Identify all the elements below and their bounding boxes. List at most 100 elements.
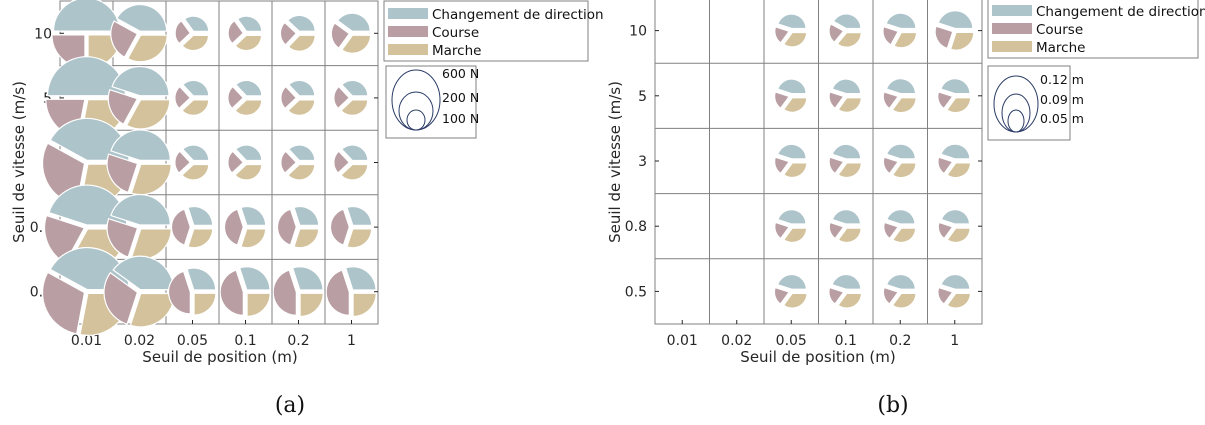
pie-slice-course xyxy=(937,286,954,305)
pie-chart xyxy=(106,129,172,196)
pie-slice-course xyxy=(882,156,900,175)
pie-chart xyxy=(280,79,316,116)
pie-slice-course xyxy=(937,91,954,110)
pie-slice-changement xyxy=(293,205,320,226)
legend-swatch xyxy=(388,44,428,55)
pie-slice-changement xyxy=(937,10,974,30)
pie-slice-changement xyxy=(181,144,210,162)
pie-slice-course xyxy=(174,150,192,174)
pie-chart xyxy=(276,205,320,249)
legend-swatch xyxy=(388,8,428,19)
pie-slice-course xyxy=(828,286,845,305)
pie-slice-marche xyxy=(891,292,917,309)
pie-slice-changement xyxy=(240,205,267,226)
pie-slice-changement xyxy=(940,78,971,95)
pie-slice-changement xyxy=(777,78,807,95)
pie-chart xyxy=(106,193,172,260)
size-ring xyxy=(406,109,426,131)
x-tick-label: 1 xyxy=(347,333,356,349)
pie-chart xyxy=(774,13,808,48)
pie-chart xyxy=(882,143,917,179)
pie-slice-course xyxy=(882,286,900,305)
legend: Changement de direction Course Marche xyxy=(987,0,1205,59)
pie-slice-marche xyxy=(346,228,373,249)
pie-slice-changement xyxy=(238,266,271,291)
pie-slice-course xyxy=(280,150,298,174)
pie-slice-changement xyxy=(344,266,377,291)
pie-slice-course xyxy=(882,91,900,110)
pie-chart xyxy=(167,267,217,316)
pie-chart xyxy=(828,13,862,48)
legend-swatch xyxy=(992,5,1032,16)
pie-chart xyxy=(227,144,263,181)
pie-chart xyxy=(774,209,808,244)
x-tick-label: 0.2 xyxy=(889,333,911,349)
pie-slice-course xyxy=(934,25,954,50)
pie-slice-marche xyxy=(891,97,917,114)
pie-chart xyxy=(329,205,373,249)
legend: Changement de direction Course Marche xyxy=(383,0,604,62)
pie-slice-marche xyxy=(946,227,971,244)
pie-chart xyxy=(107,66,171,130)
pie-slice-marche xyxy=(837,97,862,113)
pie-slice-marche xyxy=(125,99,171,130)
pie-slice-course xyxy=(773,286,791,305)
pie-slice-course xyxy=(170,208,191,246)
pie-slice-marche xyxy=(891,227,917,244)
pie-slice-course xyxy=(325,269,350,316)
legend-swatch xyxy=(992,41,1032,52)
x-axis-label: Seuil de position (m) xyxy=(740,348,895,366)
pie-slice-changement xyxy=(115,3,168,32)
pie-chart xyxy=(103,255,175,328)
pie-slice-course xyxy=(227,150,245,174)
legend-entry-label: Marche xyxy=(1036,40,1085,56)
pie-chart xyxy=(937,209,971,244)
pie-chart xyxy=(883,209,917,244)
pie-chart xyxy=(279,14,316,52)
panel-caption: (a) xyxy=(275,393,305,418)
pie-slice-course xyxy=(280,85,298,110)
pie-chart xyxy=(272,266,324,318)
pie-chart xyxy=(937,143,972,179)
pie-slice-marche xyxy=(287,34,316,52)
y-tick-label: 0.5 xyxy=(625,284,647,300)
pie-slice-changement xyxy=(940,273,971,290)
y-tick-label: 10 xyxy=(34,26,52,42)
pie-slice-course xyxy=(937,156,954,175)
pie-slice-marche xyxy=(129,292,175,328)
pie-slice-changement xyxy=(831,78,862,95)
pie-slice-changement xyxy=(234,79,263,97)
pie-slice-changement xyxy=(110,193,171,226)
pie-slice-marche xyxy=(893,31,918,49)
pie-slice-changement xyxy=(885,78,917,95)
pie-slice-changement xyxy=(52,0,121,32)
pie-slice-changement xyxy=(886,209,916,225)
pie-chart xyxy=(325,266,377,318)
pie-slice-changement xyxy=(940,143,971,160)
pie-chart xyxy=(219,266,271,318)
panel-caption: (b) xyxy=(877,393,908,418)
pie-slice-changement xyxy=(776,273,807,290)
pie-slice-marche xyxy=(949,31,975,51)
pie-slice-changement xyxy=(111,66,170,97)
pie-chart xyxy=(110,3,168,63)
pie-slice-changement xyxy=(777,13,807,30)
x-tick-label: 0.01 xyxy=(71,333,102,349)
legend-swatch xyxy=(388,26,428,37)
pie-slice-changement xyxy=(885,12,917,30)
pie-slice-changement xyxy=(336,12,371,32)
pie-slice-marche xyxy=(234,163,263,181)
pie-chart xyxy=(882,12,918,49)
x-tick-label: 0.2 xyxy=(287,333,309,349)
pie-slice-course xyxy=(110,20,139,59)
size-legend-label: 0.09 m xyxy=(1040,92,1084,107)
pie-slice-course xyxy=(828,156,845,175)
pie-slice-course xyxy=(223,208,244,246)
pie-slice-changement xyxy=(831,273,862,290)
y-axis-label: Seuil de vitesse (m/s) xyxy=(10,81,28,243)
pie-slice-course xyxy=(333,150,351,174)
y-tick-label: 5 xyxy=(638,89,647,105)
legend-entry-label: Marche xyxy=(432,43,481,59)
pie-slice-changement xyxy=(236,15,263,32)
